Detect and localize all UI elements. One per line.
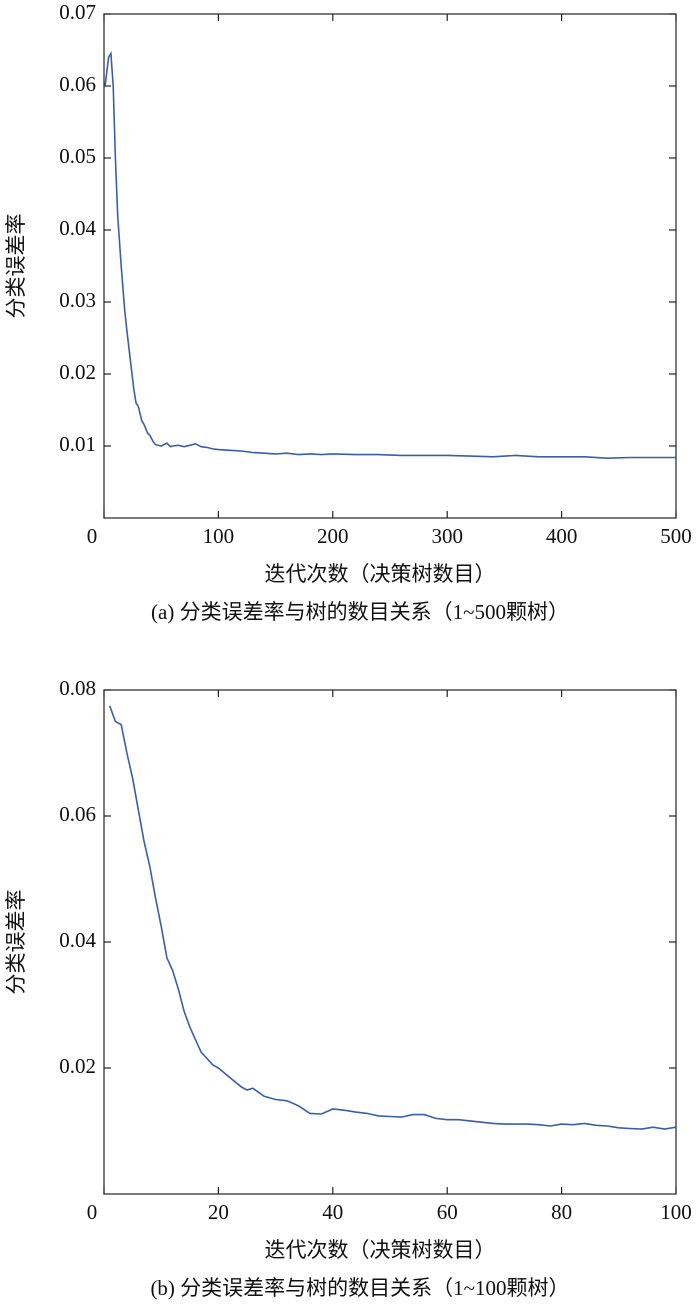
plot-frame — [103, 689, 677, 1195]
x-tick-label: 60 — [437, 1200, 458, 1224]
x-tick-label: 300 — [431, 524, 463, 548]
y-tick-label: 0.06 — [59, 802, 96, 826]
caption: (b) 分类误差率与树的数目关系（1~100颗树） — [150, 1276, 569, 1300]
y-tick-label: 0.04 — [59, 928, 96, 952]
y-axis-label: 分类误差率 — [4, 890, 28, 995]
y-tick-label: 0.06 — [59, 72, 96, 96]
y-tick-label: 0.01 — [59, 432, 96, 456]
x-tick-label: 100 — [660, 1200, 692, 1224]
x-tick-label: 40 — [322, 1200, 343, 1224]
y-tick-label: 0.02 — [59, 1054, 96, 1078]
x-tick-label: 100 — [203, 524, 235, 548]
y-tick-label: 0.03 — [59, 288, 96, 312]
x-tick-label: 0 — [87, 524, 98, 548]
x-tick-label: 0 — [87, 1200, 98, 1224]
y-axis-label: 分类误差率 — [4, 214, 28, 319]
plot-frame — [103, 13, 677, 519]
x-tick-label: 400 — [546, 524, 578, 548]
x-tick-label: 80 — [551, 1200, 572, 1224]
y-tick-label: 0.05 — [59, 144, 96, 168]
data-line — [104, 51, 676, 460]
x-tick-label: 20 — [208, 1200, 229, 1224]
x-tick-label: 500 — [660, 524, 692, 548]
y-tick-label: 0.04 — [59, 216, 96, 240]
data-line — [108, 705, 677, 1130]
x-tick-label: 200 — [317, 524, 349, 548]
x-axis-label: 迭代次数（决策树数目） — [265, 562, 496, 586]
x-axis-label: 迭代次数（决策树数目） — [265, 1238, 496, 1262]
y-tick-label: 0.08 — [59, 676, 96, 700]
caption: (a) 分类误差率与树的数目关系（1~500颗树） — [151, 600, 569, 624]
y-tick-label: 0.07 — [59, 0, 96, 24]
y-tick-label: 0.02 — [59, 360, 96, 384]
